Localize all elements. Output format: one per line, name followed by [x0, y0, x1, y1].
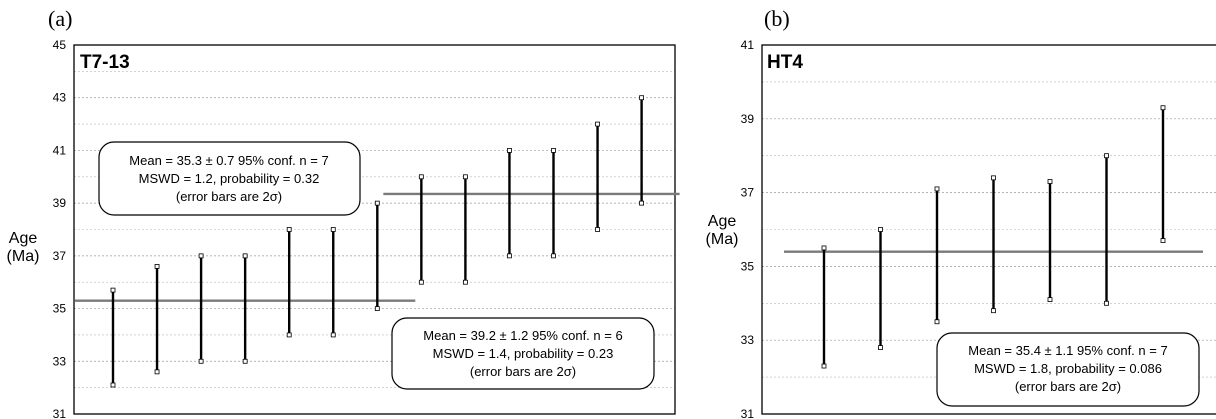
panel-b-y-axis-label-line1: Age [708, 213, 737, 230]
error-bar-bottom-cap [462, 279, 468, 285]
panel-b-y-tick-labels: 31 33 35 37 39 41 [741, 38, 755, 419]
error-bar-top-cap [330, 227, 336, 232]
panel-a-sample-label: T7-13 [80, 52, 130, 73]
y-tick-label: 33 [741, 333, 755, 347]
error-bar-top-cap [639, 95, 644, 101]
annotation-box-frame [936, 332, 1200, 407]
error-bar-bottom-cap [934, 319, 940, 325]
error-bar-bottom-cap [198, 358, 204, 364]
error-bar-bottom-cap [595, 227, 600, 232]
error-bar-bottom-cap [551, 253, 556, 259]
y-tick-label: 39 [53, 196, 67, 210]
y-tick-label: 35 [741, 259, 755, 273]
panel-b-sample-label: HT4 [767, 52, 803, 73]
y-tick-label: 31 [53, 407, 67, 419]
error-bar-top-cap [374, 200, 380, 206]
error-bar-top-cap [1047, 179, 1053, 184]
annotation-line: Mean = 35.4 ± 1.1 95% conf. n = 7 [968, 343, 1167, 358]
error-bar-top-cap [198, 253, 204, 259]
error-bar-top-cap [418, 174, 424, 180]
panel-a-y-tick-labels: 31 33 35 37 39 41 43 45 [53, 38, 67, 419]
error-bar-top-cap [462, 174, 468, 180]
y-tick-label: 37 [53, 249, 67, 263]
error-bar-bottom-cap [330, 332, 336, 338]
y-tick-label: 45 [53, 38, 67, 52]
panel-a-error-bars [110, 95, 644, 388]
y-tick-label: 37 [741, 186, 755, 200]
annotation-line: MSWD = 1.2, probability = 0.32 [139, 171, 320, 186]
panel-b-error-bars [821, 105, 1166, 369]
error-bar-top-cap [551, 148, 556, 153]
panel-a-y-axis-label-line1: Age [9, 230, 38, 247]
error-bar-top-cap [286, 227, 292, 232]
error-bar-top-cap [934, 186, 940, 192]
error-bar-bottom-cap [1047, 297, 1053, 303]
error-bar-top-cap [821, 245, 827, 251]
y-tick-label: 39 [741, 112, 755, 126]
error-bar-top-cap [242, 253, 248, 259]
error-bar-bottom-cap [110, 382, 116, 388]
annotation-box-frame [98, 141, 361, 216]
y-tick-label: 33 [53, 354, 67, 368]
annotation-line: (error bars are 2σ) [470, 364, 576, 379]
panel-b-chart: (b) 31 33 35 37 39 41 HT4 Age (Ma) Mean = 35.… [706, 6, 1216, 419]
panel-b-plot-frame [761, 44, 1216, 415]
panel-b-y-axis-label-line2: (Ma) [706, 231, 739, 248]
annotation-line: (error bars are 2σ) [1015, 379, 1121, 394]
error-bar-top-cap [595, 121, 600, 127]
error-bar-bottom-cap [154, 369, 160, 375]
y-tick-label: 41 [741, 38, 755, 52]
error-bar-bottom-cap [374, 306, 380, 311]
annotation-line: (error bars are 2σ) [176, 189, 282, 204]
error-bar-top-cap [507, 148, 512, 153]
panel-a-chart: (a) 31 33 35 37 39 41 43 45 T7-13 Age (Ma) Mean… [7, 6, 680, 419]
error-bar-bottom-cap [418, 279, 424, 285]
error-bar-bottom-cap [1104, 300, 1109, 306]
panel-b-letter: (b) [764, 6, 790, 31]
error-bar-bottom-cap [1160, 238, 1166, 243]
panel-a-annotation-box-2: Mean = 39.2 ± 1.2 95% conf. n = 6 MSWD =… [391, 317, 655, 390]
annotation-box-frame [391, 317, 655, 390]
error-bar-bottom-cap [878, 345, 883, 350]
panel-a-annotation-box-1: Mean = 35.3 ± 0.7 95% conf. n = 7 MSWD =… [98, 141, 361, 216]
error-bar-top-cap [154, 263, 160, 269]
panel-a-letter: (a) [48, 6, 72, 31]
y-tick-label: 41 [53, 143, 67, 157]
panel-a-grid [74, 71, 675, 388]
error-bar-bottom-cap [242, 358, 248, 364]
y-tick-label: 43 [53, 91, 67, 105]
error-bar-bottom-cap [639, 200, 644, 206]
y-tick-label: 35 [53, 302, 67, 316]
y-tick-label: 31 [741, 407, 755, 419]
annotation-line: Mean = 39.2 ± 1.2 95% conf. n = 6 [423, 328, 622, 343]
error-bar-bottom-cap [507, 253, 512, 259]
error-bar-bottom-cap [821, 363, 827, 369]
panel-b-annotation-box-1: Mean = 35.4 ± 1.1 95% conf. n = 7 MSWD =… [936, 332, 1200, 407]
panel-a-plot-frame [73, 44, 676, 415]
error-bar-top-cap [1104, 153, 1109, 159]
annotation-line: MSWD = 1.8, probability = 0.086 [974, 361, 1162, 376]
error-bar-top-cap [991, 175, 996, 181]
error-bar-top-cap [878, 227, 883, 232]
annotation-line: MSWD = 1.4, probability = 0.23 [433, 346, 614, 361]
error-bar-bottom-cap [991, 308, 996, 314]
error-bar-top-cap [1160, 105, 1166, 111]
error-bar-bottom-cap [286, 332, 292, 338]
error-bar-top-cap [110, 287, 116, 293]
annotation-line: Mean = 35.3 ± 0.7 95% conf. n = 7 [129, 153, 328, 168]
panel-a-y-axis-label-line2: (Ma) [7, 248, 40, 265]
